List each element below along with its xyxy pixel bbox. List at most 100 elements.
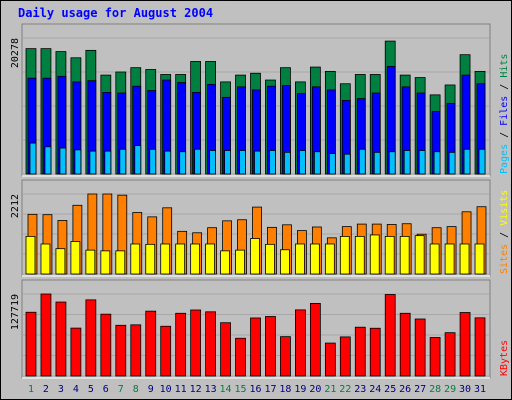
bar-kbytes (250, 317, 261, 377)
legend-entry: Files (499, 96, 510, 126)
x-tick-label: 14 (220, 384, 232, 395)
x-tick-label: 26 (399, 384, 411, 395)
bar-kbytes (100, 313, 112, 377)
chart-title: Daily usage for August 2004 (18, 6, 213, 20)
bar-kbytes (145, 310, 157, 377)
bar-pages (254, 150, 261, 175)
legend-entry: / (499, 78, 510, 96)
bar-visits (160, 243, 171, 275)
bar-kbytes (309, 302, 321, 377)
bar-pages (89, 150, 97, 175)
bar-kbytes (384, 294, 396, 377)
bar-visits (100, 250, 111, 275)
bar-pages (388, 151, 396, 175)
x-tick-label: 12 (190, 384, 202, 395)
bar-kbytes (339, 336, 351, 377)
bar-visits (429, 243, 440, 275)
y-axis-max-label: 2212 (10, 194, 21, 218)
x-tick-label: 30 (459, 384, 471, 395)
x-tick-label: 5 (88, 384, 94, 395)
bar-pages (164, 150, 172, 175)
bar-kbytes (40, 293, 52, 377)
x-tick-label: 13 (205, 384, 217, 395)
x-tick-label: 15 (235, 384, 247, 395)
bar-kbytes (324, 342, 336, 377)
bar-pages (403, 150, 411, 175)
bar-pages (209, 150, 216, 175)
panel-hits-legend: Pages / Files / Hits (499, 54, 510, 174)
bar-visits (130, 243, 141, 275)
bar-pages (104, 150, 112, 175)
bar-pages (74, 149, 82, 175)
bar-pages (269, 150, 276, 175)
legend-entry: Hits (499, 54, 510, 78)
bar-kbytes (414, 318, 426, 377)
x-tick-label: 6 (103, 384, 109, 395)
x-tick-label: 25 (384, 384, 396, 395)
bar-visits (444, 243, 455, 275)
bar-visits (115, 250, 126, 275)
bar-visits (145, 243, 156, 275)
bar-pages (463, 148, 471, 175)
bar-pages (448, 151, 456, 175)
bar-visits (414, 235, 425, 275)
legend-entry: Sites (499, 244, 510, 274)
bar-visits (250, 238, 260, 275)
bar-kbytes (280, 336, 291, 377)
bar-kbytes (429, 337, 441, 377)
bar-kbytes (265, 316, 276, 377)
bar-kbytes (444, 332, 456, 377)
bar-kbytes (235, 337, 246, 377)
bar-pages (284, 151, 291, 175)
bar-kbytes (70, 327, 82, 377)
bar-visits (55, 248, 66, 275)
y-axis-max-label: 127719 (10, 294, 21, 330)
bar-visits (25, 235, 36, 275)
x-tick-label: 1 (28, 384, 34, 395)
bar-visits (85, 249, 96, 275)
bar-pages (149, 148, 157, 175)
bar-visits (459, 243, 470, 275)
bar-pages (418, 150, 426, 175)
x-tick-label: 2 (43, 384, 49, 395)
x-tick-label: 10 (160, 384, 172, 395)
x-tick-label: 8 (133, 384, 139, 395)
bar-kbytes (130, 324, 142, 377)
x-tick-label: 29 (444, 384, 456, 395)
bar-pages (328, 153, 336, 175)
panel-kbytes-legend: KBytes (499, 340, 510, 376)
x-tick-label: 4 (73, 384, 79, 395)
x-tick-label: 7 (118, 384, 124, 395)
x-tick-label: 22 (339, 384, 351, 395)
bar-pages (194, 148, 202, 175)
bar-pages (343, 153, 351, 175)
x-tick-label: 23 (354, 384, 366, 395)
bar-visits (399, 235, 410, 275)
bar-pages (313, 151, 321, 175)
bar-visits (280, 249, 290, 275)
legend-entry: / (499, 126, 510, 144)
bar-visits (205, 243, 215, 275)
bar-kbytes (85, 299, 97, 377)
bar-visits (40, 243, 51, 275)
x-tick-label: 27 (414, 384, 426, 395)
bar-kbytes (369, 327, 381, 377)
bar-kbytes (220, 322, 231, 377)
bar-kbytes (25, 311, 37, 377)
x-tick-label: 11 (175, 384, 187, 395)
bar-visits (369, 234, 380, 275)
x-tick-label: 28 (429, 384, 441, 395)
x-tick-label: 21 (324, 384, 336, 395)
bar-pages (299, 150, 306, 175)
bar-kbytes (55, 301, 67, 377)
legend-entry: KBytes (499, 340, 510, 376)
bar-kbytes (354, 326, 366, 377)
bar-kbytes (190, 309, 202, 377)
bar-kbytes (115, 324, 127, 377)
bar-pages (179, 151, 187, 175)
bar-kbytes (459, 312, 471, 377)
y-axis-max-label: 20278 (10, 38, 21, 68)
bar-kbytes (175, 312, 187, 377)
panel-sites-legend: Sites / Visits (499, 190, 510, 274)
